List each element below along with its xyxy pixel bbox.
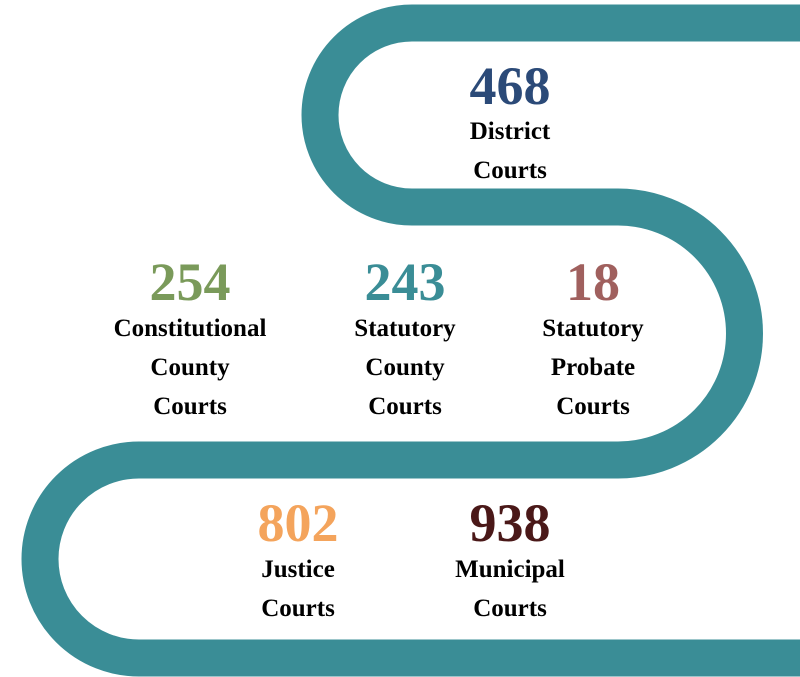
- court-label: Statutory: [542, 315, 644, 342]
- court-label: Courts: [473, 157, 547, 184]
- court-label: County: [150, 354, 230, 381]
- court-label: Statutory: [354, 315, 456, 342]
- winding-path: [21, 4, 800, 677]
- court-label: County: [365, 354, 445, 381]
- court-label: District: [470, 118, 551, 145]
- court-label: Constitutional: [114, 315, 267, 342]
- count: 468: [470, 56, 551, 116]
- count: 802: [258, 493, 339, 553]
- court-label: Probate: [551, 354, 635, 381]
- court-label: Courts: [261, 595, 335, 622]
- court-label: Courts: [153, 393, 227, 420]
- count: 938: [470, 493, 551, 553]
- court-label: Municipal: [455, 556, 565, 583]
- count: 243: [365, 252, 446, 312]
- court-label: Justice: [261, 556, 335, 583]
- court-label: Courts: [556, 393, 630, 420]
- court-label: Courts: [473, 595, 547, 622]
- count: 18: [566, 252, 620, 312]
- count: 254: [150, 252, 231, 312]
- court-label: Courts: [368, 393, 442, 420]
